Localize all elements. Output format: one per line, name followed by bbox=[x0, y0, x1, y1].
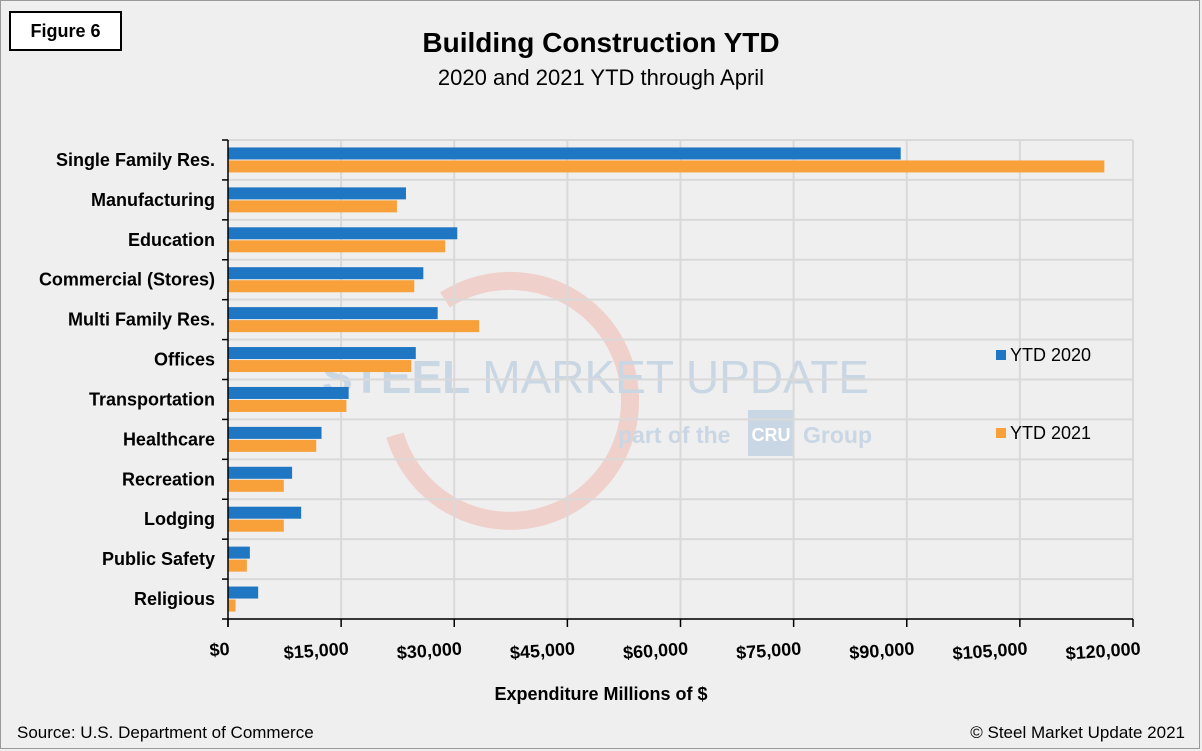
bar-ytd2021 bbox=[228, 439, 317, 452]
bar-ytd2020 bbox=[228, 506, 302, 519]
category-label: Healthcare bbox=[123, 429, 215, 449]
bar-ytd2021 bbox=[228, 240, 446, 253]
bar-ytd2021 bbox=[228, 160, 1105, 173]
x-tick-label: $30,000 bbox=[396, 638, 462, 662]
category-label: Religious bbox=[134, 589, 215, 609]
watermark-prefix: part of the bbox=[618, 422, 730, 448]
x-tick-label: $120,000 bbox=[1065, 638, 1141, 663]
bar-ytd2021 bbox=[228, 519, 284, 532]
x-tick-label: $0 bbox=[209, 639, 230, 660]
category-label: Commercial (Stores) bbox=[39, 270, 215, 290]
category-label: Education bbox=[128, 230, 215, 250]
legend-swatch-ytd2021 bbox=[996, 428, 1006, 438]
watermark-cru-badge bbox=[748, 410, 794, 456]
x-tick-label: $105,000 bbox=[952, 638, 1028, 663]
x-tick-label: $75,000 bbox=[736, 638, 802, 662]
chart-subtitle: 2020 and 2021 YTD through April bbox=[437, 65, 765, 90]
category-label: Lodging bbox=[144, 509, 215, 529]
bar-ytd2020 bbox=[228, 187, 406, 200]
category-label: Recreation bbox=[122, 469, 215, 489]
watermark-title: STEEL MARKET UPDATE bbox=[322, 351, 869, 403]
watermark-cru-text: CRU bbox=[752, 425, 791, 445]
bar-ytd2020 bbox=[228, 347, 416, 360]
category-label: Transportation bbox=[89, 389, 215, 409]
bar-ytd2020 bbox=[228, 546, 250, 559]
x-axis-title: Expenditure Millions of $ bbox=[494, 684, 707, 704]
watermark-swoosh bbox=[386, 271, 640, 530]
bar-ytd2021 bbox=[228, 559, 247, 572]
category-label: Single Family Res. bbox=[56, 150, 215, 170]
category-label: Multi Family Res. bbox=[68, 310, 215, 330]
figure-label: Figure 6 bbox=[9, 11, 122, 51]
category-label: Manufacturing bbox=[91, 190, 215, 210]
category-label: Public Safety bbox=[102, 549, 215, 569]
bar-ytd2021 bbox=[228, 320, 480, 333]
x-tick-label: $60,000 bbox=[622, 638, 688, 662]
bar-ytd2020 bbox=[228, 426, 322, 439]
category-label: Offices bbox=[154, 350, 215, 370]
bar-ytd2020 bbox=[228, 466, 293, 479]
watermark-suffix: Group bbox=[803, 422, 872, 448]
bar-ytd2020 bbox=[228, 147, 901, 160]
x-tick-label: $15,000 bbox=[283, 638, 349, 662]
watermark: STEEL MARKET UPDATE part of the CRU Group bbox=[322, 271, 872, 530]
x-tick-label: $45,000 bbox=[509, 638, 575, 662]
bar-ytd2021 bbox=[228, 200, 397, 213]
bar-ytd2020 bbox=[228, 267, 424, 280]
bar-ytd2021 bbox=[228, 479, 284, 492]
legend-swatch-ytd2020 bbox=[996, 350, 1006, 360]
bar-ytd2020 bbox=[228, 386, 349, 399]
chart-title: Building Construction YTD bbox=[422, 27, 780, 58]
bar-ytd2021 bbox=[228, 360, 412, 373]
bar-ytd2021 bbox=[228, 599, 236, 612]
x-tick-label: $90,000 bbox=[849, 638, 915, 662]
source-note: Source: U.S. Department of Commerce bbox=[17, 723, 314, 742]
bar-ytd2020 bbox=[228, 227, 458, 240]
legend-label-ytd2021: YTD 2021 bbox=[1010, 423, 1091, 443]
bar-ytd2020 bbox=[228, 586, 259, 599]
bar-ytd2021 bbox=[228, 280, 415, 293]
copyright-note: © Steel Market Update 2021 bbox=[970, 723, 1185, 742]
bar-ytd2021 bbox=[228, 399, 347, 412]
bar-ytd2020 bbox=[228, 307, 438, 320]
legend-label-ytd2020: YTD 2020 bbox=[1010, 345, 1091, 365]
